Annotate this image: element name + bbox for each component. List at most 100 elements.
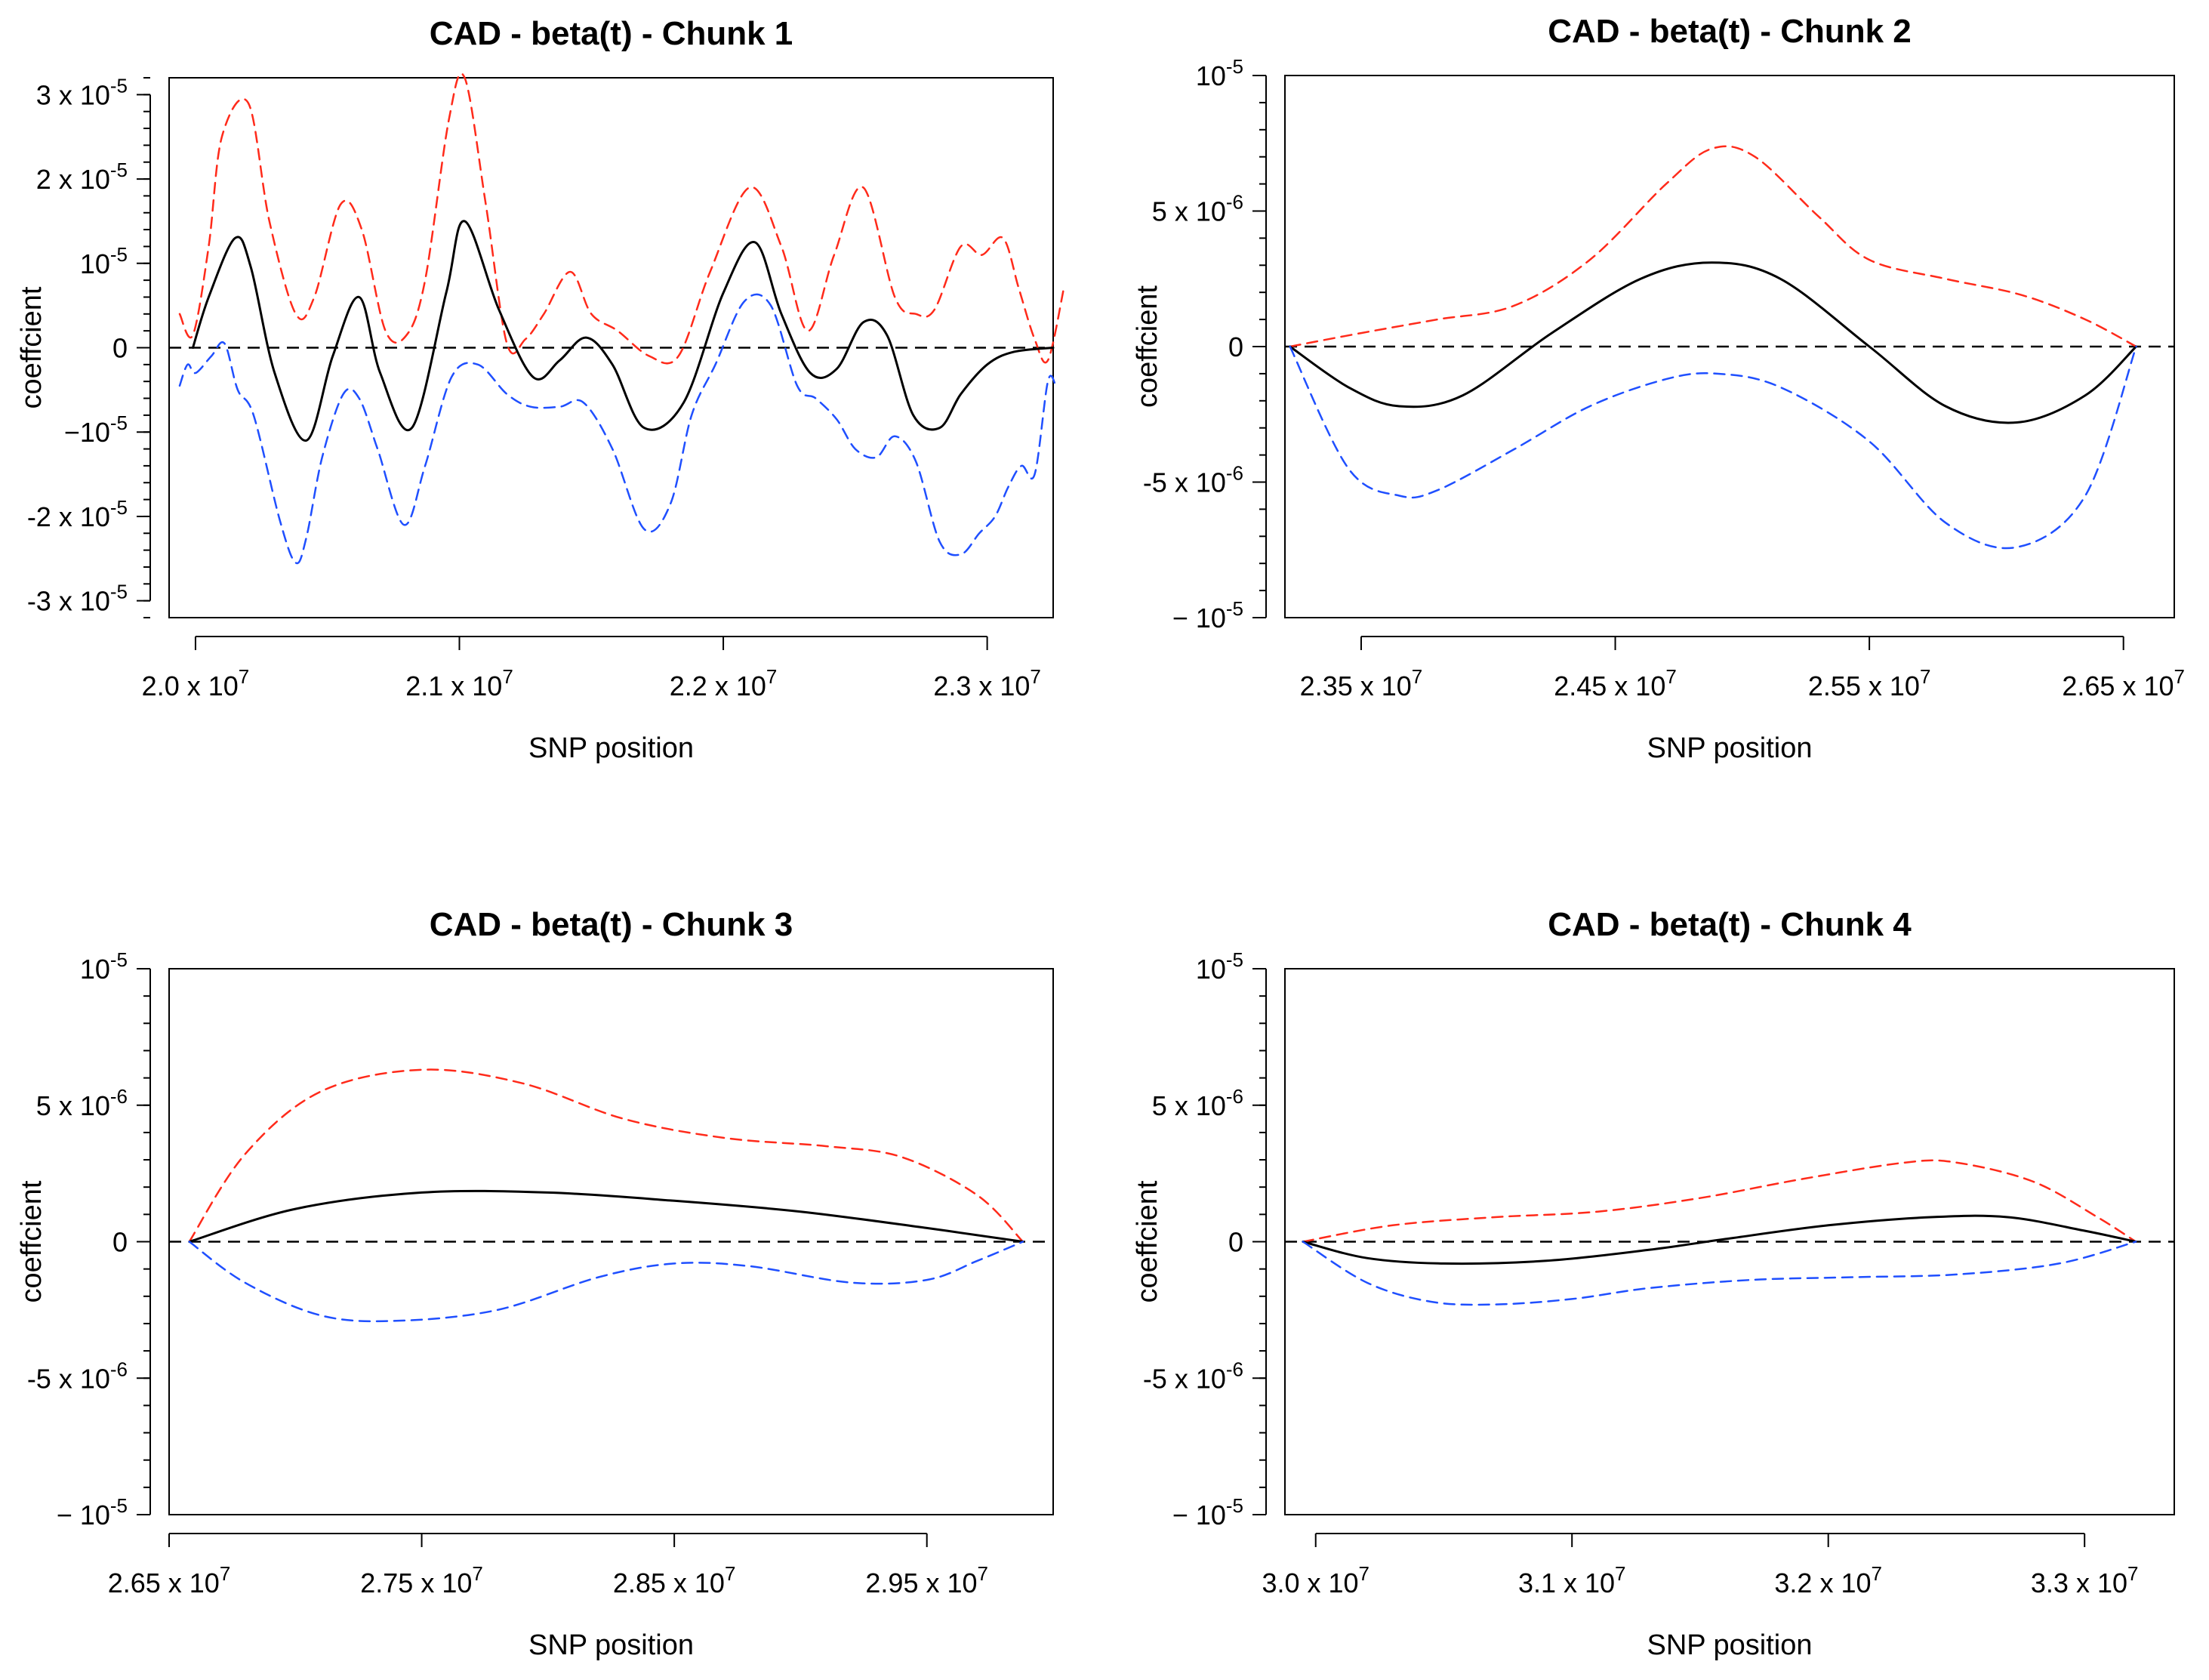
y-axis-label: coeffcient [16,286,48,408]
x-axis-label: SNP position [528,1629,694,1661]
x-tick-label: 2.3 x 107 [933,665,1041,701]
y-tick-label: 10-5 [80,948,128,985]
x-tick-label: 2.95 x 107 [865,1562,988,1598]
y-tick-mantissa: 3 x 10 [36,79,110,110]
x-tick-mantissa: 2.55 x 10 [1808,670,1920,701]
y-tick-mantissa: − 10 [57,1500,110,1530]
upper-bound-series [178,72,1065,365]
y-tick-mantissa: -2 x 10 [27,501,110,532]
y-tick-mantissa: -5 x 10 [1143,467,1226,498]
y-tick-exponent: -5 [110,496,128,519]
x-tick-mantissa: 2.2 x 10 [670,670,766,701]
chart-panel-chunk-2: CAD - beta(t) - Chunk 210-55 x 10-60-5 x… [1132,13,2185,764]
x-tick-label: 2.55 x 107 [1808,665,1931,701]
y-tick-label: 10-5 [1196,948,1243,985]
x-tick-exponent: 7 [1030,665,1040,688]
y-axis-label: coeffcient [1132,1180,1163,1302]
x-tick-exponent: 7 [239,665,249,688]
y-tick-exponent: -5 [110,581,128,603]
x-tick-label: 2.45 x 107 [1554,665,1677,701]
y-tick-label: -2 x 10-5 [27,496,128,532]
y-tick-mantissa: 0 [1228,331,1243,362]
chart-panel-chunk-1: CAD - beta(t) - Chunk 13 x 10-52 x 10-51… [16,15,1065,764]
y-tick-exponent: -6 [1226,1358,1243,1380]
lower-bound-series [188,1241,1024,1323]
x-tick-label: 2.65 x 107 [2062,665,2185,701]
y-tick-mantissa: 10 [80,248,110,279]
x-tick-exponent: 7 [220,1562,230,1585]
x-axis-label: SNP position [1647,732,1813,764]
y-tick-exponent: -6 [1226,1085,1243,1108]
y-tick-exponent: -5 [110,948,128,971]
estimate-series [188,1189,1024,1243]
y-tick-mantissa: 5 x 10 [1152,196,1226,227]
y-tick-label: -3 x 10-5 [27,581,128,617]
y-tick-mantissa: 5 x 10 [1152,1090,1226,1121]
y-tick-label: -5 x 10-6 [27,1358,128,1394]
x-tick-mantissa: 2.65 x 10 [2062,670,2174,701]
x-tick-label: 3.3 x 107 [2031,1562,2139,1598]
lower-bound-series [178,293,1057,565]
y-tick-label: -5 x 10-6 [1143,462,1243,498]
y-tick-label: − 10-5 [57,1494,128,1530]
y-tick-mantissa: − 10 [1172,603,1226,633]
y-tick-exponent: -5 [110,74,128,97]
y-tick-label: 3 x 10-5 [36,74,128,110]
y-axis-label: coeffcient [16,1180,48,1302]
y-tick-exponent: -6 [110,1358,128,1380]
chart-panel-chunk-3: CAD - beta(t) - Chunk 310-55 x 10-60-5 x… [16,906,1054,1661]
y-tick-exponent: -6 [110,1085,128,1108]
y-tick-label: 2 x 10-5 [36,159,128,195]
y-tick-exponent: -5 [1226,1494,1243,1517]
x-tick-mantissa: 3.0 x 10 [1262,1567,1358,1598]
x-tick-exponent: 7 [1615,1562,1625,1585]
y-tick-label: -5 x 10-6 [1143,1358,1243,1394]
y-tick-mantissa: 0 [112,1227,128,1258]
x-tick-mantissa: 2.95 x 10 [865,1567,977,1598]
x-tick-mantissa: 2.0 x 10 [142,670,239,701]
upper-bound-series [188,1068,1024,1243]
x-tick-label: 3.2 x 107 [1774,1562,1882,1598]
y-tick-exponent: -5 [110,159,128,181]
upper-bound-series [1302,1159,2137,1243]
y-tick-exponent: -6 [1226,191,1243,214]
y-tick-label: 5 x 10-6 [1152,191,1243,227]
y-tick-label: −10-5 [64,412,128,448]
x-tick-mantissa: 2.75 x 10 [360,1567,472,1598]
x-axis-label: SNP position [1647,1629,1813,1661]
y-tick-mantissa: 10 [1196,60,1226,91]
y-tick-exponent: -5 [1226,597,1243,620]
x-tick-exponent: 7 [1872,1562,1882,1585]
x-tick-label: 2.0 x 107 [142,665,250,701]
x-tick-exponent: 7 [2174,665,2185,688]
chart-title: CAD - beta(t) - Chunk 3 [430,906,793,943]
x-tick-exponent: 7 [978,1562,988,1585]
y-tick-mantissa: 2 x 10 [36,164,110,195]
x-tick-label: 2.85 x 107 [613,1562,736,1598]
y-tick-label: − 10-5 [1172,1494,1243,1530]
x-tick-exponent: 7 [1665,665,1676,688]
y-tick-exponent: -5 [110,1494,128,1517]
x-tick-label: 2.35 x 107 [1300,665,1423,701]
y-tick-exponent: -6 [1226,462,1243,485]
x-tick-mantissa: 3.1 x 10 [1518,1567,1615,1598]
x-tick-mantissa: 2.85 x 10 [613,1567,725,1598]
y-tick-label: 10-5 [1196,55,1243,91]
estimate-series [192,220,1055,442]
y-tick-label: 5 x 10-6 [1152,1085,1243,1121]
y-tick-mantissa: 5 x 10 [36,1090,110,1121]
y-tick-label: 0 [1228,331,1243,362]
y-tick-mantissa: − 10 [1172,1500,1226,1530]
x-tick-mantissa: 2.35 x 10 [1300,670,1412,701]
upper-bound-series [1289,145,2137,348]
y-tick-label: 0 [1228,1227,1243,1258]
x-tick-label: 2.65 x 107 [108,1562,231,1598]
x-tick-label: 2.75 x 107 [360,1562,483,1598]
chart-title: CAD - beta(t) - Chunk 1 [430,15,793,52]
x-axis-label: SNP position [528,732,694,764]
y-tick-mantissa: -5 x 10 [1143,1363,1226,1394]
y-tick-label: 5 x 10-6 [36,1085,128,1121]
lower-bound-series [1302,1241,2137,1306]
y-tick-mantissa: 10 [1196,954,1226,985]
